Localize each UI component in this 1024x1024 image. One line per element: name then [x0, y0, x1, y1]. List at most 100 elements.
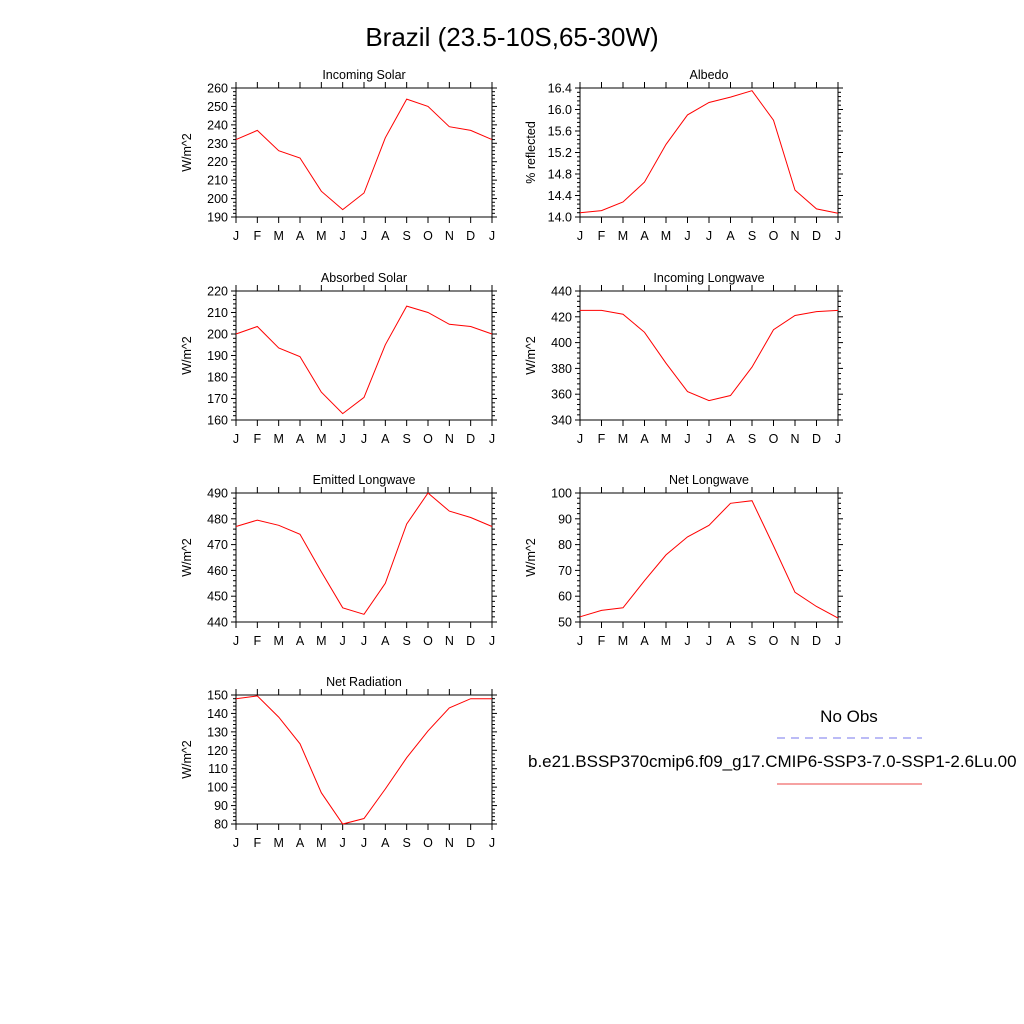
series-line: [580, 310, 838, 400]
x-tick-label: F: [254, 836, 262, 850]
x-tick-label: J: [489, 229, 495, 243]
plot-frame: [236, 291, 492, 420]
x-tick-label: S: [402, 634, 410, 648]
x-tick-label: D: [812, 229, 821, 243]
x-tick-label: J: [361, 432, 367, 446]
x-tick-label: J: [233, 634, 239, 648]
panel-title: Net Longwave: [669, 473, 749, 487]
x-tick-label: A: [381, 634, 390, 648]
x-tick-label: J: [361, 634, 367, 648]
legend-obs-label: No Obs: [820, 707, 878, 726]
x-tick-label: J: [577, 634, 583, 648]
x-tick-label: J: [340, 634, 346, 648]
y-tick-label: 210: [207, 306, 228, 320]
y-tick-label: 60: [558, 590, 572, 604]
x-tick-label: M: [316, 229, 326, 243]
x-tick-label: A: [640, 432, 649, 446]
y-tick-label: 440: [551, 285, 572, 299]
x-tick-label: J: [340, 836, 346, 850]
x-tick-label: J: [233, 432, 239, 446]
x-tick-label: N: [445, 634, 454, 648]
x-tick-label: M: [618, 432, 628, 446]
x-tick-label: S: [402, 432, 410, 446]
x-tick-label: F: [598, 229, 606, 243]
y-tick-label: 190: [207, 211, 228, 225]
x-tick-label: J: [684, 432, 690, 446]
y-tick-label: 340: [551, 414, 572, 428]
x-tick-label: M: [661, 229, 671, 243]
y-tick-label: 14.0: [548, 211, 572, 225]
x-tick-label: O: [423, 432, 433, 446]
y-tick-label: 400: [551, 336, 572, 350]
x-tick-label: N: [790, 634, 799, 648]
x-tick-label: J: [684, 634, 690, 648]
x-tick-label: J: [835, 229, 841, 243]
x-tick-label: N: [445, 229, 454, 243]
x-tick-label: A: [726, 432, 735, 446]
x-tick-label: M: [661, 432, 671, 446]
y-tick-label: 130: [207, 725, 228, 739]
y-tick-label: 16.4: [548, 82, 572, 96]
x-tick-label: D: [812, 634, 821, 648]
x-tick-label: J: [361, 229, 367, 243]
x-tick-label: M: [273, 836, 283, 850]
x-tick-label: A: [296, 836, 305, 850]
x-tick-label: M: [273, 432, 283, 446]
y-axis-label: W/m^2: [180, 740, 194, 779]
y-axis-label: W/m^2: [524, 336, 538, 375]
y-tick-label: 110: [208, 762, 228, 776]
x-tick-label: D: [466, 229, 475, 243]
y-tick-label: 470: [207, 538, 228, 552]
y-axis-label: % reflected: [524, 121, 538, 184]
x-tick-label: N: [790, 432, 799, 446]
y-tick-label: 170: [207, 392, 228, 406]
panel-1: Albedo % reflected 14.0 14.4 14.8 15.2 15.6 16.…: [524, 68, 843, 243]
x-tick-label: A: [726, 634, 735, 648]
x-tick-label: S: [748, 229, 756, 243]
panel-title: Absorbed Solar: [321, 271, 407, 285]
x-tick-label: D: [466, 836, 475, 850]
x-tick-label: S: [748, 432, 756, 446]
y-tick-label: 440: [207, 616, 228, 630]
x-tick-label: A: [296, 432, 305, 446]
panel-title: Incoming Solar: [322, 68, 405, 82]
x-tick-label: J: [684, 229, 690, 243]
y-tick-label: 140: [207, 707, 228, 721]
y-tick-label: 90: [558, 512, 572, 526]
x-tick-label: A: [640, 634, 649, 648]
x-tick-label: F: [598, 432, 606, 446]
x-tick-label: J: [340, 432, 346, 446]
x-tick-label: J: [233, 836, 239, 850]
y-tick-label: 480: [207, 512, 228, 526]
panel-0: Incoming Solar W/m^2 190 200 210 220 230 240 250…: [180, 68, 497, 243]
series-line: [236, 99, 492, 210]
y-axis-label: W/m^2: [180, 538, 194, 577]
y-tick-label: 14.4: [548, 189, 572, 203]
x-tick-label: A: [640, 229, 649, 243]
x-tick-label: O: [769, 432, 779, 446]
y-tick-label: 50: [558, 616, 572, 630]
x-tick-label: O: [423, 634, 433, 648]
y-tick-label: 15.6: [548, 125, 572, 139]
x-tick-label: J: [835, 432, 841, 446]
x-tick-label: J: [361, 836, 367, 850]
x-tick-label: A: [726, 229, 735, 243]
x-tick-label: J: [233, 229, 239, 243]
y-tick-label: 210: [207, 174, 228, 188]
y-tick-label: 70: [558, 564, 572, 578]
y-axis-label: W/m^2: [524, 538, 538, 577]
panel-3: Incoming Longwave W/m^2 340 360 380 400 420 440…: [524, 271, 843, 446]
x-tick-label: O: [769, 634, 779, 648]
y-tick-label: 15.2: [548, 146, 572, 160]
x-tick-label: F: [598, 634, 606, 648]
x-tick-label: J: [577, 432, 583, 446]
x-tick-label: O: [423, 836, 433, 850]
x-tick-label: N: [790, 229, 799, 243]
x-tick-label: J: [706, 229, 712, 243]
figure-title: Brazil (23.5-10S,65-30W): [365, 22, 658, 52]
series-line: [236, 696, 492, 824]
x-tick-label: N: [445, 836, 454, 850]
x-tick-label: S: [748, 634, 756, 648]
